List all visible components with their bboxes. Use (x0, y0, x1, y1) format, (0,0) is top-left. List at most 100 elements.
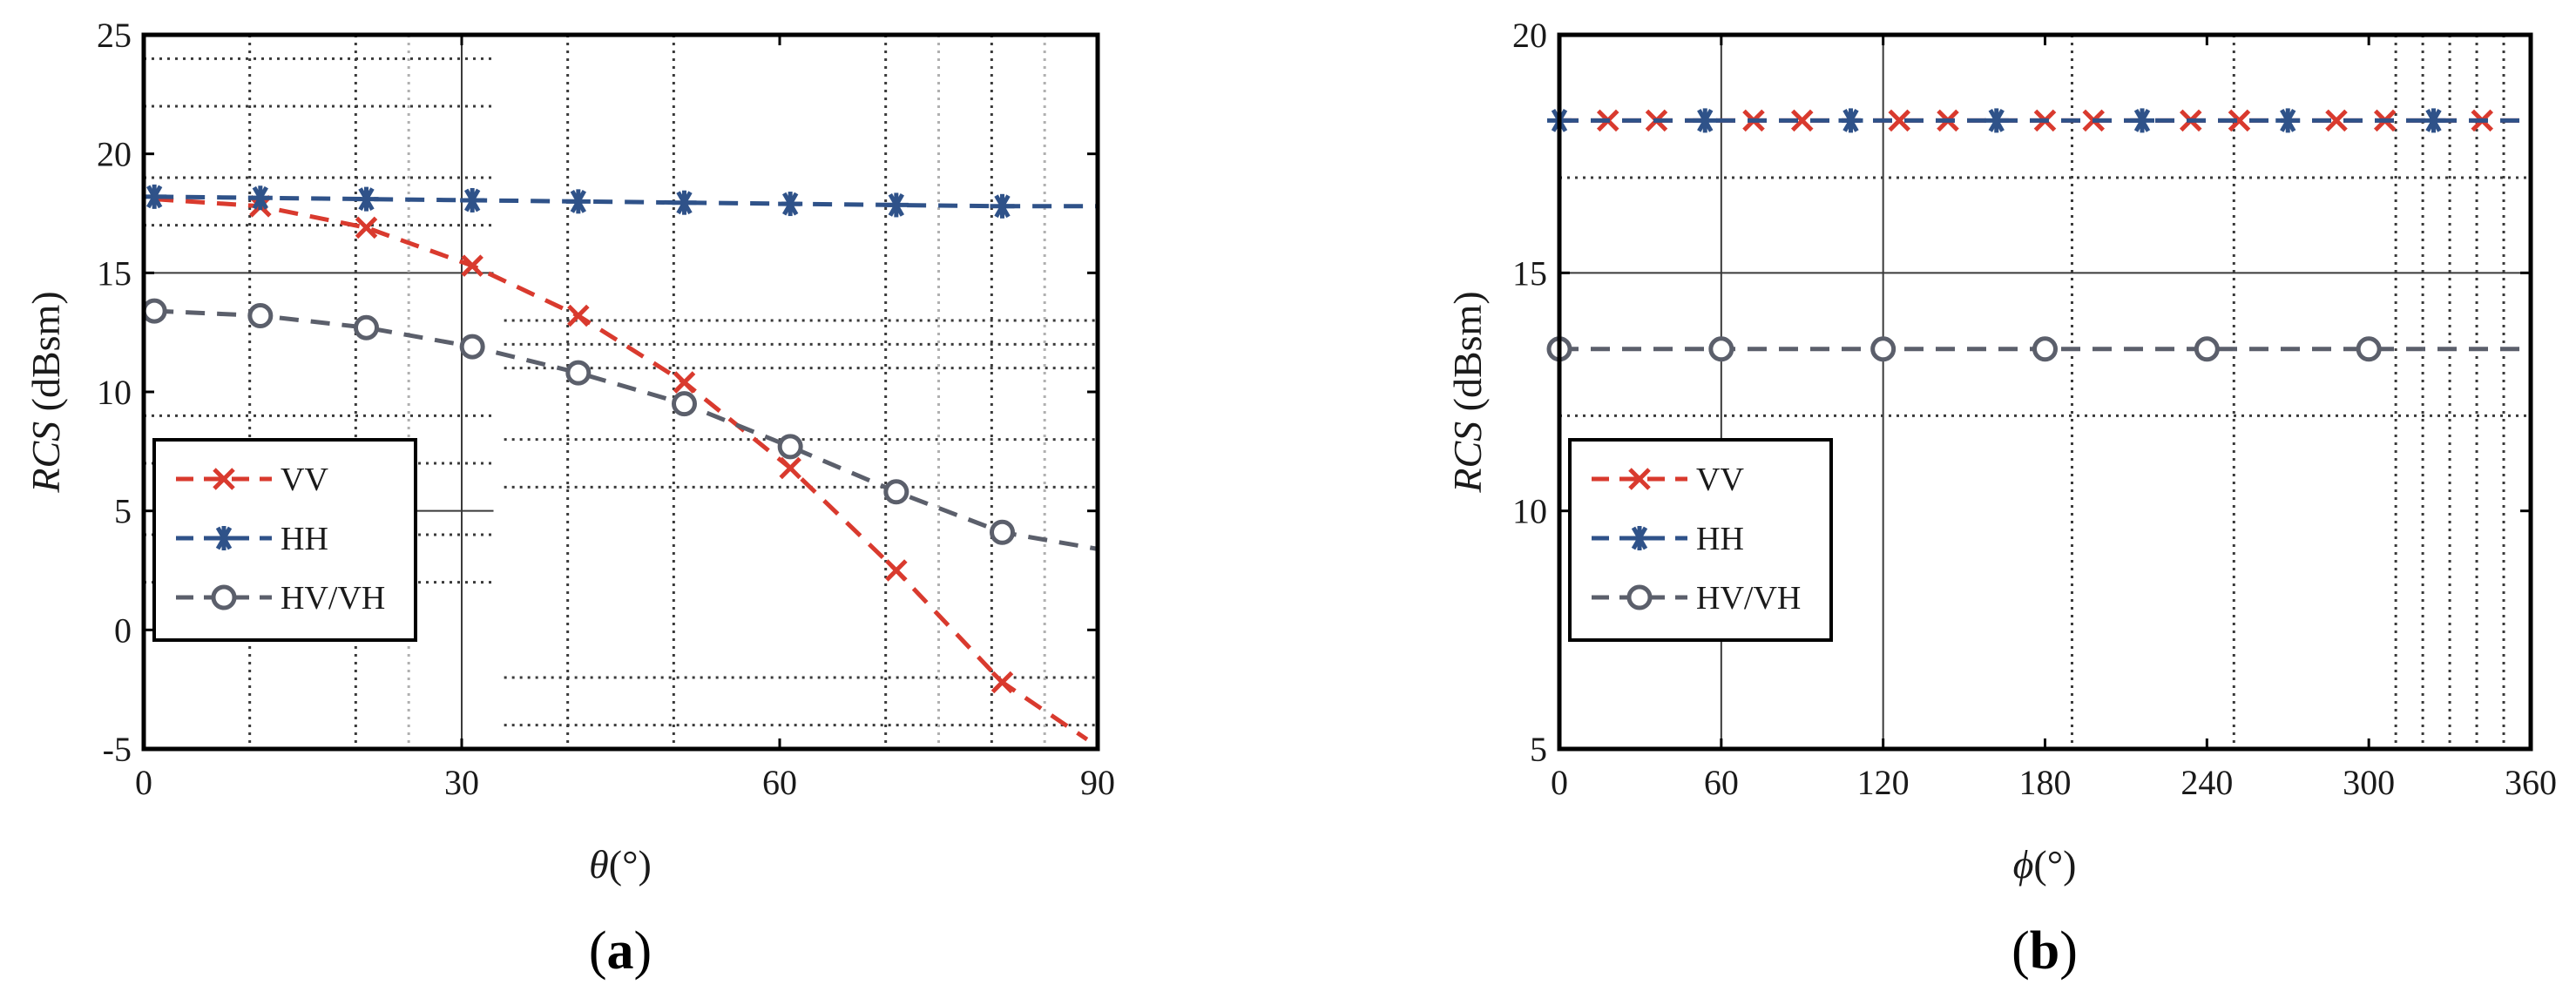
panel-b-series-hv-vh-marker (2356, 336, 2382, 362)
panel-b-legend-marker (1628, 468, 1651, 490)
panel-b-x-tick-label: 360 (2505, 763, 2557, 802)
panel-b-x-tick-label: 240 (2180, 763, 2233, 802)
panel-b-series-vv-marker (1888, 109, 1911, 132)
panel-b-legend-marker (1627, 526, 1652, 550)
panel-b-series-hv-vh-marker-ring (2032, 336, 2058, 362)
panel-a-series-vv-marker (991, 671, 1014, 694)
panel-a-legend-marker (211, 584, 237, 610)
panel-b-series-vv-marker-stroke (2228, 109, 2251, 132)
panel-a-series-hh-marker (565, 189, 591, 214)
panel-b-legend-marker (1626, 584, 1653, 610)
panel-a-x-tick-label: 0 (135, 763, 152, 802)
panel-b-grid (1559, 35, 2531, 749)
panel-b-legend-label: VV (1696, 462, 1744, 498)
panel-a-series-hh-line (154, 194, 1098, 209)
panel-a-series-vv-marker (885, 559, 908, 582)
panel-a-series-vv-marker (461, 254, 483, 277)
panel-a-y-tick-label: 15 (97, 253, 132, 293)
panel-b-x-tick-label: 180 (2019, 763, 2072, 802)
panel-b-ticks: 0 60 120 180 240 300 360 5 10 15 20 (1512, 16, 2557, 802)
panel-a-series-hv-vh-marker (672, 391, 697, 417)
panel-b-legend-marker-ring (1626, 584, 1653, 610)
panel-a-series-hh-marker (247, 185, 273, 211)
panel-b-y-tick-label: 10 (1512, 492, 1547, 531)
panel-a-series-vv-marker-stroke (355, 216, 378, 239)
panel-a-y-tick-label: -5 (103, 730, 132, 769)
panel-b-series-hh-marker (1838, 108, 1863, 133)
panel-a-series-hv-vh-line (154, 308, 1099, 551)
panel-b-series-vv-marker-stroke (1888, 109, 1911, 132)
panel-a-series-hv-vh-marker-ring (141, 298, 167, 324)
panel-a-legend-label: VV (281, 462, 328, 498)
panel-a-series-hv-vh-marker (565, 360, 592, 386)
panel-b-legend-item-hv-vh: HV/VH (1592, 580, 1801, 617)
panel-b-legend-box (1568, 438, 1833, 642)
panel-b-series-hv-vh-marker (2194, 336, 2220, 362)
panel-b-series (1546, 108, 2531, 362)
panel-a-series-hv-vh-marker (459, 334, 485, 360)
panel-b-series-hh-marker (2421, 108, 2446, 133)
panel-a-legend: VV HH HV/VH (152, 438, 417, 642)
panel-a-series (141, 184, 1099, 742)
panel-b-series-vv-marker (2325, 109, 2348, 132)
panel-b-legend-item-hh: HH (1592, 521, 1744, 557)
panel-b-legend: VV HH HV/VH (1568, 438, 1833, 642)
panel-a-legend-box (152, 438, 417, 642)
panel-a-series-hh-marker (883, 192, 909, 218)
panel-b-x-tick-label: 0 (1551, 763, 1568, 802)
panel-a-series-hh-marker (672, 190, 697, 215)
panel-a-series-hh-marker (460, 187, 485, 212)
panel-b-series-hv-vh-marker-ring (2356, 336, 2382, 362)
panel-a-y-tick-label: 5 (114, 492, 132, 531)
panel-a-legend-label: HH (281, 521, 328, 557)
panel-b-chart: 0 60 120 180 240 300 360 5 10 15 20 VV HH HV/VH ϕ(°)… (1445, 16, 2557, 981)
panel-a-legend-marker-stroke (213, 468, 235, 490)
panel-a-legend-marker (213, 468, 235, 490)
panel-a-x-tick-label: 60 (762, 763, 797, 802)
panel-b-y-tick-label: 5 (1530, 730, 1547, 769)
panel-a-y-tick-label: 0 (114, 610, 132, 650)
panel-b-legend-label: HH (1696, 521, 1744, 557)
panel-a-series-hv-vh-marker (354, 314, 379, 341)
panel-a-series-vv-marker-stroke (885, 559, 908, 582)
panel-a-series-hv-vh-marker-ring (883, 479, 909, 505)
panel-a-legend-marker-ring (211, 584, 237, 610)
panel-b-series-hv-vh-marker (2032, 336, 2058, 362)
panel-a-y-tick-label: 20 (97, 135, 132, 174)
panel-b-series-vv-marker-stroke (1790, 109, 1814, 132)
panel-a-series-hv-vh-marker (141, 298, 167, 324)
panel-a-series-vv-marker (355, 216, 378, 239)
panel-a-tag: (a) (589, 921, 652, 981)
panel-a-legend-item-vv: VV (176, 462, 328, 498)
panel-b-series-hh-marker (1984, 108, 2009, 133)
panel-a-series-vv-marker-stroke (461, 254, 483, 277)
panel-b-x-tick-label: 300 (2343, 763, 2395, 802)
panel-b-series-vv-marker (2228, 109, 2251, 132)
panel-a-legend-item-hh: HH (176, 521, 328, 557)
panel-b-series-hh-marker (2275, 108, 2301, 133)
panel-b-series-hh-marker (2130, 108, 2154, 133)
panel-a-series-hv-vh-marker-ring (777, 434, 803, 460)
panel-b-tag: (b) (2011, 921, 2078, 981)
panel-a-x-tick-label: 90 (1080, 763, 1115, 802)
panel-a-series-hv-vh-marker-ring (565, 360, 592, 386)
panel-b-legend-item-vv: VV (1592, 462, 1744, 498)
panel-a-y-tick-label: 10 (97, 373, 132, 412)
panel-a-series-vv-marker (567, 304, 590, 327)
panel-a-series-vv-marker-stroke (991, 671, 1014, 694)
panel-a-series-vv-line (153, 197, 1089, 742)
panel-a-legend-label: HV/VH (281, 580, 385, 617)
panel-a-series-hv-vh-marker (247, 303, 274, 329)
panel-a-series-hv-vh-marker-ring (247, 303, 274, 329)
panel-b-legend-marker-stroke (1628, 468, 1651, 490)
panel-a-series-hh-marker (778, 192, 803, 217)
panel-a-series-vv-marker (673, 371, 696, 394)
panel-a-series-vv-marker-stroke (567, 304, 590, 327)
panel-b-legend-label: HV/VH (1696, 580, 1801, 617)
panel-a-series-hv-vh-marker (990, 519, 1015, 545)
panel-b-x-axis-label: ϕ(°) (2013, 842, 2077, 887)
panel-b-series-hv-vh-marker-ring (1708, 336, 1734, 362)
